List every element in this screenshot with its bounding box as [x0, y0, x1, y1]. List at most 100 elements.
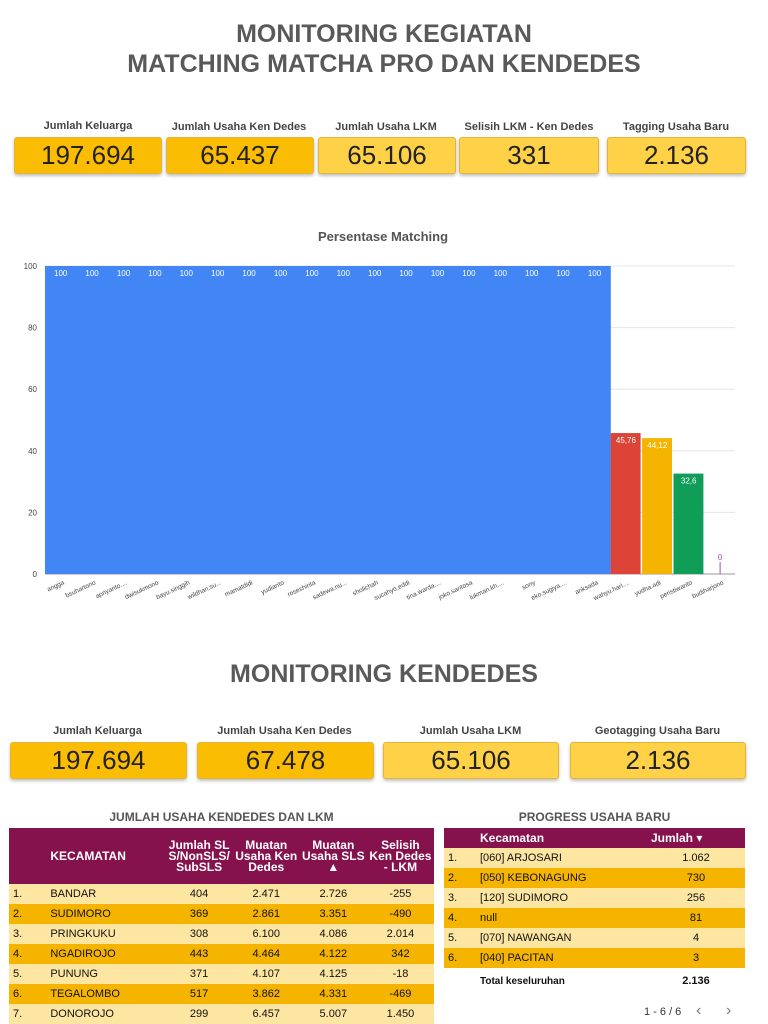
col-muatan-kendedes[interactable]: Muatan Usaha Ken Dedes [232, 828, 300, 884]
col-muatan-sls[interactable]: Muatan Usaha SLS ▲ [299, 828, 367, 884]
x-tick-label: mamatdidi [224, 579, 254, 598]
table-cell: 371 [165, 964, 233, 984]
kpi-label-usaha-kendedes: Jumlah Usaha Ken Dedes [171, 121, 307, 133]
bar-apriyanto[interactable] [107, 266, 140, 574]
chart-title: Persentase Matching [318, 229, 448, 244]
cell-kecamatan: SUDIMORO [40, 904, 166, 924]
bar-sadewa-nu[interactable] [327, 266, 360, 574]
x-tick-label: dwisukmono [124, 579, 160, 601]
table-cell: 299 [165, 1004, 233, 1024]
table-cell: 4 [647, 928, 745, 948]
cell-kecamatan: TEGALOMBO [40, 984, 166, 1004]
kpi-value-tagging: 2.136 [607, 137, 746, 174]
bar-roseshinta[interactable] [296, 266, 329, 574]
bar-tina-warda[interactable] [421, 266, 454, 574]
table-cell: 2.726 [299, 884, 367, 904]
bar-dwisukmono[interactable] [139, 266, 172, 574]
bar-data-label: 44,12 [647, 441, 668, 450]
table-row: 4. null 81 [444, 908, 745, 928]
table-cell: 730 [647, 868, 745, 888]
kpi2-label-usaha-lkm: Jumlah Usaha LKM [419, 725, 522, 737]
table-cell: 6.100 [232, 924, 300, 944]
bar-sony[interactable] [516, 266, 548, 574]
x-tick-label: tina.warda.... [406, 579, 443, 601]
cell-kecamatan: BANDAR [40, 884, 166, 904]
kpi2-value-keluarga: 197.694 [10, 742, 187, 779]
bar-data-label: 0 [718, 553, 723, 562]
y-tick-label: 20 [28, 508, 37, 517]
bar-eko-sugiya[interactable] [547, 266, 580, 574]
cell-kecamatan: [070] NAWANGAN [476, 928, 647, 948]
bar-yudha-adi[interactable] [642, 438, 672, 574]
table-cell: 2.014 [366, 924, 434, 944]
bar-angga[interactable] [45, 266, 77, 574]
col-kecamatan[interactable]: Kecamatan [476, 828, 647, 848]
table-cell: 4.122 [299, 944, 367, 964]
col-kecamatan[interactable]: KECAMATAN [40, 828, 166, 884]
bar-anksada[interactable] [578, 266, 611, 574]
bar-data-label: 100 [117, 269, 131, 278]
x-tick-label: peristiwanto [659, 579, 694, 600]
next-page-icon[interactable]: › [726, 1002, 732, 1019]
y-tick-label: 80 [28, 324, 37, 333]
bar-yudianto[interactable] [264, 266, 297, 574]
bar-wildhan-su[interactable] [202, 266, 234, 574]
kpi2-value-usaha-kendedes: 67.478 [197, 742, 374, 779]
table-cell: 2.861 [232, 904, 300, 924]
table-cell: 4.107 [232, 964, 300, 984]
col-selisih[interactable]: Selisih Ken Dedes - LKM [366, 828, 434, 884]
kpi-label-selisih: Selisih LKM - Ken Dedes [464, 121, 594, 133]
table-cell: 3.862 [232, 984, 300, 1004]
kpi-value-usaha-lkm: 65.106 [318, 137, 456, 174]
table-cell: 443 [165, 944, 233, 964]
bar-sholichah[interactable] [359, 266, 391, 574]
y-tick-label: 100 [24, 262, 38, 271]
table-cell: -18 [366, 964, 434, 984]
x-tick-label: apriyanto.... [95, 579, 129, 600]
table-cell: 2. [9, 904, 41, 924]
bar-bsuhartono[interactable] [76, 266, 109, 574]
kpi-value-selisih: 331 [459, 137, 599, 174]
table-cell: 5. [9, 964, 41, 984]
prev-page-icon[interactable]: ‹ [696, 1002, 702, 1019]
bar-bayu-singgih[interactable] [170, 266, 203, 574]
bar-data-label: 100 [211, 269, 225, 278]
col-jumlah-sls[interactable]: Jumlah SLS/NonSLS/SubSLS [165, 828, 233, 884]
bar-lukman-kh[interactable] [484, 266, 517, 574]
table-row: 5. [070] NAWANGAN 4 [444, 928, 745, 948]
table-row: 5. PUNUNG 371 4.107 4.125 -18 [9, 964, 434, 984]
bar-mamatdidi[interactable] [233, 266, 266, 574]
bar-sucahyo-eddi[interactable] [390, 266, 423, 574]
table-cell: 369 [165, 904, 233, 924]
bar-data-label: 45,76 [616, 436, 637, 445]
table-row: 3. PRINGKUKU 308 6.100 4.086 2.014 [9, 924, 434, 944]
table-cell: 3.351 [299, 904, 367, 924]
col-jumlah[interactable]: Jumlah ▾ [647, 828, 745, 848]
table-row: 6. TEGALOMBO 517 3.862 4.331 -469 [9, 984, 434, 1004]
table-row: 3. [120] SUDIMORO 256 [444, 888, 745, 908]
table-cell: 6.457 [232, 1004, 300, 1024]
bar-data-label: 100 [556, 269, 570, 278]
usaha-kendedes-lkm-table: KECAMATAN Jumlah SLS/NonSLS/SubSLS Muata… [9, 828, 434, 1024]
chart-x-labels: anggabsuhartonoapriyanto....dwisukmonoba… [46, 579, 725, 602]
x-tick-label: bsuhartono [65, 579, 98, 599]
bar-joko-santosa[interactable] [453, 266, 486, 574]
bar-peristiwanto[interactable] [673, 473, 704, 574]
y-tick-label: 0 [33, 570, 38, 579]
table-cell: 1.062 [647, 848, 745, 868]
page-title-line2: MATCHING MATCHA PRO DAN KENDEDES [127, 50, 641, 78]
bar-data-label: 100 [588, 269, 602, 278]
table-cell: 5.007 [299, 1004, 367, 1024]
bar-data-label: 100 [337, 269, 351, 278]
kpi2-label-geotagging: Geotagging Usaha Baru [594, 725, 721, 737]
table-cell: 81 [647, 908, 745, 928]
kpi2-label-keluarga: Jumlah Keluarga [53, 725, 142, 737]
progress-usaha-baru-table: Kecamatan Jumlah ▾ 1. [060] ARJOSARI 1.062… [444, 828, 745, 994]
bar-data-label: 100 [54, 269, 68, 278]
bar-wahyu-hari[interactable] [610, 433, 641, 574]
cell-kecamatan: PRINGKUKU [40, 924, 166, 944]
table-cell: 308 [165, 924, 233, 944]
table-row: 1. BANDAR 404 2.471 2.726 -255 [9, 884, 434, 904]
col-index [9, 828, 41, 884]
